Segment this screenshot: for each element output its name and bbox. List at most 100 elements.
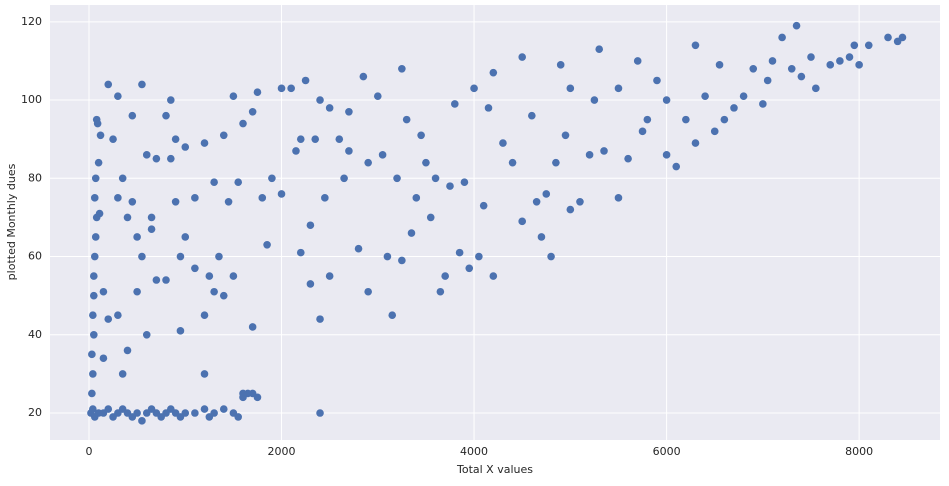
point [455,248,464,257]
point [624,154,632,163]
point [325,104,334,112]
point [537,233,546,241]
point [171,197,180,206]
point [181,143,190,151]
point [277,84,286,93]
point [561,131,570,140]
point [114,194,122,202]
point [465,264,474,273]
point [147,213,156,222]
point [292,147,300,155]
x-tick-label: 4000 [460,445,488,458]
point [109,135,117,143]
x-tick-label: 6000 [653,445,681,458]
point [836,57,844,65]
point [614,194,623,202]
point [253,393,262,402]
y-tick-label: 20 [28,406,42,419]
point [90,194,99,202]
point [210,409,218,417]
point [364,158,372,167]
point [797,72,806,81]
point [200,311,209,320]
y-tick-label: 120 [21,15,42,28]
point [118,174,127,183]
point [96,131,105,140]
point [229,92,238,100]
point [89,370,97,378]
point [191,264,199,273]
point [600,147,608,155]
point [807,53,815,61]
point [316,315,324,323]
point [566,84,575,93]
point [133,287,141,296]
point [595,45,604,54]
point [167,96,175,104]
point [287,84,295,93]
point [93,119,102,128]
point [90,330,98,339]
point [239,119,247,128]
point [451,100,459,108]
point [99,287,108,296]
point [138,417,146,425]
point [710,127,719,136]
plot-area [50,5,940,440]
point [90,252,99,261]
point [431,174,440,183]
point [566,205,575,214]
point [263,240,271,249]
point [662,96,671,104]
point [162,276,170,284]
point [167,154,175,163]
point [95,209,104,218]
point [489,272,498,280]
point [345,107,353,116]
point [239,389,247,398]
point [787,64,796,73]
point [845,53,854,61]
point [672,162,681,171]
point [388,311,397,320]
point [123,346,132,355]
point [518,217,526,226]
point [422,158,430,167]
point [489,68,498,77]
y-tick-label: 80 [28,171,42,184]
point [94,158,103,167]
point [301,76,310,85]
point [215,252,223,261]
point [234,413,243,421]
point [508,158,517,167]
point [258,194,267,202]
point [643,115,652,124]
point [200,405,209,413]
x-tick-label: 8000 [845,445,873,458]
point [436,287,445,296]
point [730,104,738,112]
point [234,178,243,187]
x-axis-label: Total X values [456,463,533,476]
point [142,330,151,339]
point [89,405,97,413]
point [142,151,151,159]
point [826,61,835,69]
point [417,131,425,140]
point [345,147,353,155]
point [171,135,180,143]
point [759,100,767,108]
point [373,92,382,100]
point [383,252,392,261]
y-tick-label: 40 [28,328,42,341]
point [176,252,185,261]
point [253,88,262,97]
point [633,57,642,65]
point [138,252,146,261]
point [296,135,305,143]
point [229,272,238,280]
point [181,409,190,417]
point [181,233,190,241]
point [162,111,170,120]
